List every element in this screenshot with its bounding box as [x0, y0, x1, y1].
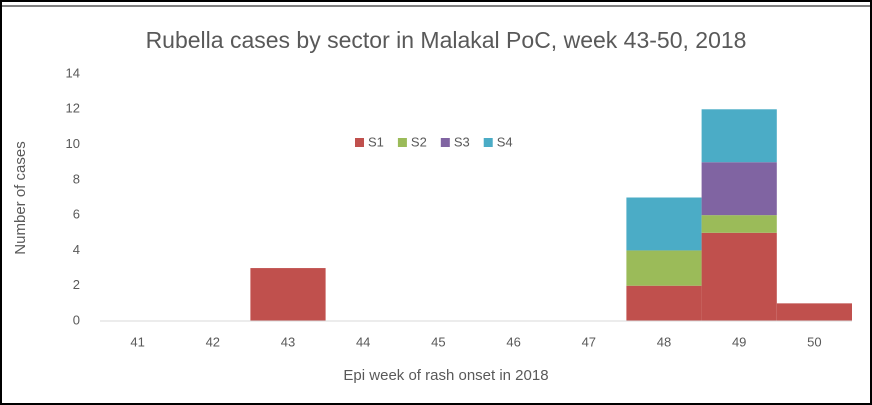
legend-label: S2 — [411, 134, 427, 149]
x-tick-label: 41 — [130, 334, 144, 349]
y-tick-label: 6 — [73, 207, 80, 222]
y-axis-title: Number of cases — [12, 141, 29, 254]
bar — [701, 162, 777, 216]
y-tick-label: 10 — [66, 136, 80, 151]
y-tick-label: 8 — [73, 171, 80, 186]
bar — [626, 197, 702, 251]
x-tick-label: 44 — [356, 334, 370, 349]
bar — [626, 250, 702, 286]
chart-title: Rubella cases by sector in Malakal PoC, … — [146, 27, 747, 53]
x-tick-label: 46 — [506, 334, 520, 349]
y-tick-label: 2 — [73, 277, 80, 292]
x-tick-label: 47 — [582, 334, 596, 349]
bar — [701, 109, 777, 163]
legend-label: S4 — [497, 134, 513, 149]
bar — [626, 285, 702, 321]
x-axis-title: Epi week of rash onset in 2018 — [343, 367, 548, 384]
x-tick-label: 48 — [657, 334, 671, 349]
x-tick-label: 42 — [206, 334, 220, 349]
legend-label: S3 — [454, 134, 470, 149]
legend-swatch — [440, 138, 450, 147]
legend-label: S1 — [368, 134, 384, 149]
y-tick-label: 4 — [73, 242, 80, 257]
y-tick-label: 12 — [66, 101, 80, 116]
y-tick-label: 14 — [66, 65, 80, 80]
legend-swatch — [355, 138, 364, 147]
x-tick-label: 49 — [732, 334, 746, 349]
bar — [701, 232, 777, 321]
legend-swatch — [483, 138, 493, 147]
legend-swatch — [397, 138, 407, 147]
y-tick-label: 0 — [73, 312, 80, 327]
x-tick-label: 43 — [281, 334, 295, 349]
x-tick-label: 45 — [431, 334, 445, 349]
bar — [250, 268, 326, 321]
bar — [701, 215, 777, 233]
x-tick-label: 50 — [807, 334, 821, 349]
bar — [776, 303, 852, 321]
